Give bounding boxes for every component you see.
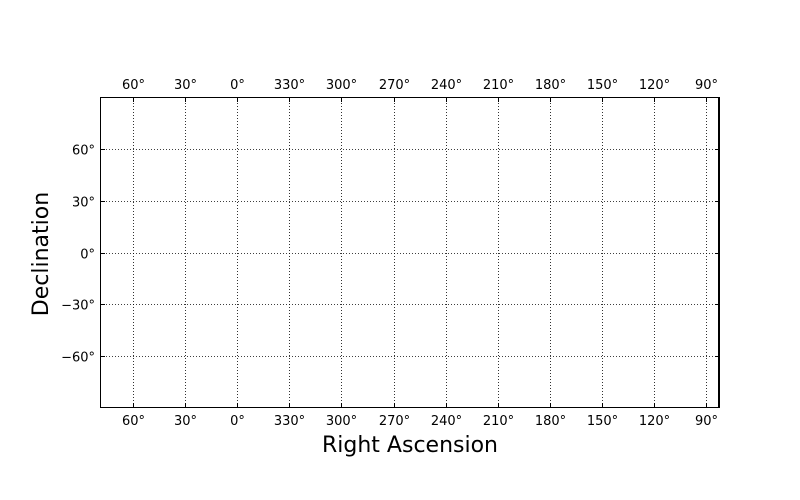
x-tick-label-bottom: 240° (431, 414, 462, 429)
x-tick-label-bottom: 120° (639, 414, 670, 429)
x-tick-label-bottom: 330° (274, 414, 305, 429)
x-tick-label-top: 90° (695, 78, 718, 93)
x-tick-label-bottom: 300° (326, 414, 357, 429)
x-tick-label-top: 30° (174, 78, 197, 93)
x-tick-label-top: 180° (535, 78, 566, 93)
x-tick-label-bottom: 30° (174, 414, 197, 429)
y-tick-label: 60° (72, 144, 95, 159)
grid-layer (100, 97, 720, 408)
ticks-layer (100, 97, 720, 408)
x-tick-label-bottom: 210° (483, 414, 514, 429)
x-tick-label-top: 60° (122, 78, 145, 93)
y-tick-label: −60° (61, 351, 95, 366)
x-tick-label-top: 270° (379, 78, 410, 93)
x-tick-label-bottom: 150° (587, 414, 618, 429)
y-tick-label: −30° (61, 299, 95, 314)
x-tick-label-bottom: 0° (230, 414, 245, 429)
x-tick-label-bottom: 90° (695, 414, 718, 429)
y-axis-title: Declination (29, 192, 54, 316)
x-tick-label-top: 240° (431, 78, 462, 93)
x-tick-label-bottom: 180° (535, 414, 566, 429)
labels-layer: 60° 60° 30° 30° 0° 0° 330° 330° 300° 300° 270° 270°… (61, 78, 718, 429)
x-tick-label-top: 330° (274, 78, 305, 93)
x-tick-label-top: 120° (639, 78, 670, 93)
y-tick-label: 30° (72, 196, 95, 211)
x-axis-title: Right Ascension (322, 433, 498, 458)
x-tick-label-top: 300° (326, 78, 357, 93)
x-tick-label-bottom: 60° (122, 414, 145, 429)
x-tick-label-top: 0° (230, 78, 245, 93)
y-tick-label: 0° (80, 248, 95, 263)
plot-frame (100, 97, 720, 408)
x-tick-label-top: 150° (587, 78, 618, 93)
x-tick-label-bottom: 270° (379, 414, 410, 429)
x-tick-label-top: 210° (483, 78, 514, 93)
